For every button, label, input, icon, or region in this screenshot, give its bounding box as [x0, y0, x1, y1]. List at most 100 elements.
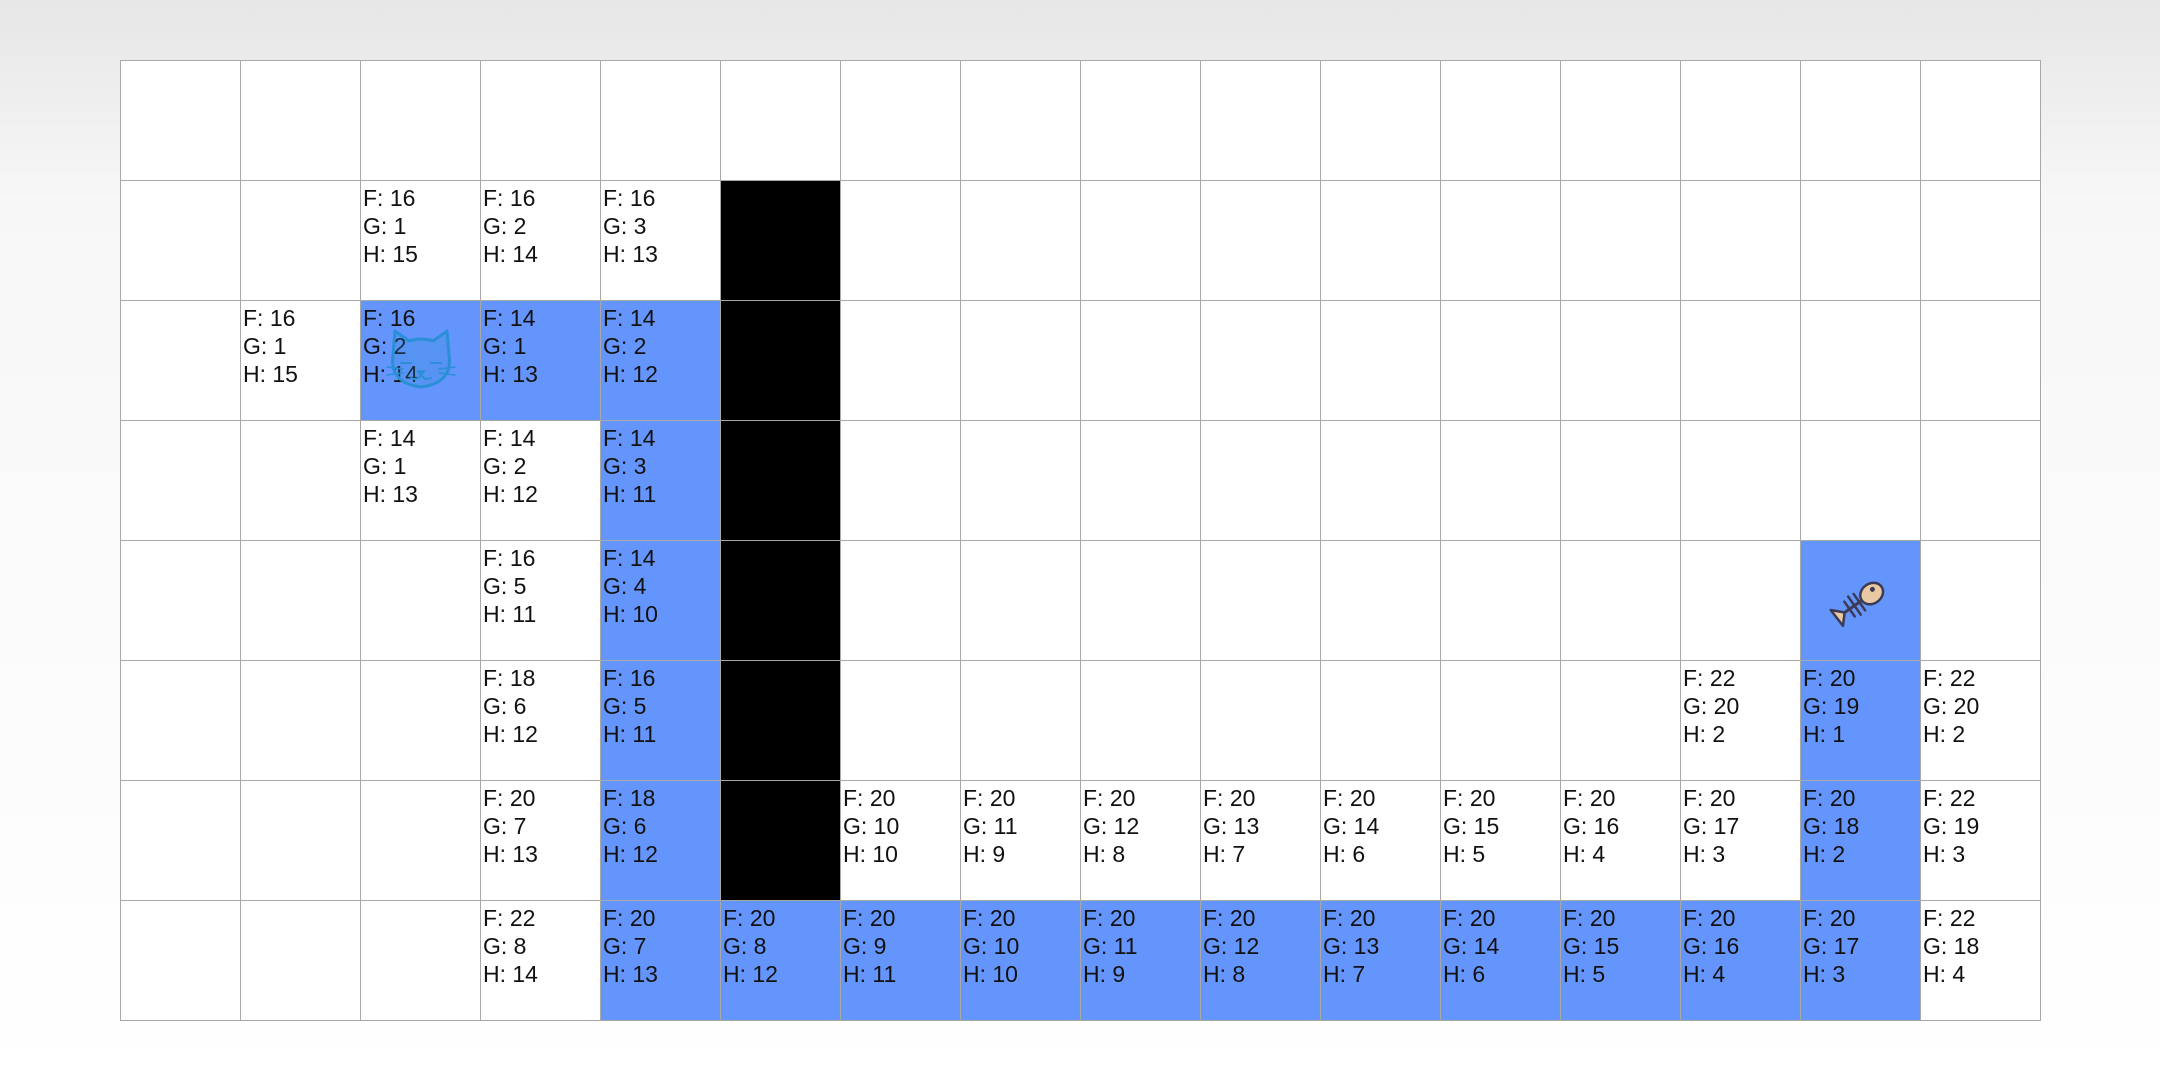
grid-cell[interactable]: [1921, 181, 2041, 301]
path-cell[interactable]: [1801, 541, 1921, 661]
grid-cell[interactable]: [1921, 421, 2041, 541]
grid-cell[interactable]: [121, 781, 241, 901]
grid-cell[interactable]: F: 16 G: 2 H: 14: [481, 181, 601, 301]
grid-cell[interactable]: [241, 781, 361, 901]
grid-cell[interactable]: [961, 541, 1081, 661]
grid-cell[interactable]: [361, 901, 481, 1021]
path-cell[interactable]: F: 14 G: 4 H: 10: [601, 541, 721, 661]
grid-cell[interactable]: F: 14 G: 2 H: 12: [481, 421, 601, 541]
grid-cell[interactable]: [961, 61, 1081, 181]
grid-cell[interactable]: [1441, 541, 1561, 661]
path-cell[interactable]: F: 16 G: 5 H: 11: [601, 661, 721, 781]
grid-cell[interactable]: [1561, 661, 1681, 781]
grid-cell[interactable]: [361, 61, 481, 181]
grid-cell[interactable]: [1321, 61, 1441, 181]
grid-cell[interactable]: F: 14 G: 1 H: 13: [361, 421, 481, 541]
wall-cell[interactable]: [721, 181, 841, 301]
grid-cell[interactable]: F: 20 G: 17 H: 3: [1681, 781, 1801, 901]
grid-cell[interactable]: [361, 661, 481, 781]
grid-cell[interactable]: [1441, 301, 1561, 421]
path-cell[interactable]: F: 20 G: 17 H: 3: [1801, 901, 1921, 1021]
grid-cell[interactable]: F: 16 G: 5 H: 11: [481, 541, 601, 661]
grid-cell[interactable]: [241, 61, 361, 181]
grid-cell[interactable]: [121, 901, 241, 1021]
grid-cell[interactable]: [121, 421, 241, 541]
path-cell[interactable]: F: 14 G: 2 H: 12: [601, 301, 721, 421]
grid-cell[interactable]: [1201, 421, 1321, 541]
path-cell[interactable]: F: 20 G: 12 H: 8: [1201, 901, 1321, 1021]
grid-cell[interactable]: [1201, 541, 1321, 661]
grid-cell[interactable]: [841, 301, 961, 421]
grid-cell[interactable]: [1921, 541, 2041, 661]
grid-cell[interactable]: [241, 661, 361, 781]
grid-cell[interactable]: [481, 61, 601, 181]
grid-cell[interactable]: [961, 421, 1081, 541]
path-cell[interactable]: F: 20 G: 7 H: 13: [601, 901, 721, 1021]
path-cell[interactable]: F: 18 G: 6 H: 12: [601, 781, 721, 901]
path-cell[interactable]: F: 20 G: 8 H: 12: [721, 901, 841, 1021]
grid-cell[interactable]: [1441, 661, 1561, 781]
grid-cell[interactable]: [1801, 421, 1921, 541]
grid-cell[interactable]: F: 16 G: 1 H: 15: [241, 301, 361, 421]
grid-cell[interactable]: F: 22 G: 18 H: 4: [1921, 901, 2041, 1021]
grid-cell[interactable]: F: 18 G: 6 H: 12: [481, 661, 601, 781]
path-cell[interactable]: F: 20 G: 15 H: 5: [1561, 901, 1681, 1021]
grid-cell[interactable]: [601, 61, 721, 181]
grid-cell[interactable]: [1681, 421, 1801, 541]
grid-cell[interactable]: [121, 301, 241, 421]
grid-cell[interactable]: [1561, 421, 1681, 541]
path-cell[interactable]: F: 14 G: 1 H: 13: [481, 301, 601, 421]
wall-cell[interactable]: [721, 661, 841, 781]
grid-cell[interactable]: [841, 541, 961, 661]
path-cell[interactable]: F: 20 G: 16 H: 4: [1681, 901, 1801, 1021]
path-cell[interactable]: F: 20 G: 19 H: 1: [1801, 661, 1921, 781]
grid-cell[interactable]: [1801, 181, 1921, 301]
grid-cell[interactable]: [1081, 541, 1201, 661]
path-cell[interactable]: F: 14 G: 3 H: 11: [601, 421, 721, 541]
grid-cell[interactable]: [1081, 61, 1201, 181]
grid-cell[interactable]: F: 20 G: 13 H: 7: [1201, 781, 1321, 901]
grid-cell[interactable]: [121, 541, 241, 661]
grid-cell[interactable]: [241, 421, 361, 541]
grid-cell[interactable]: F: 22 G: 19 H: 3: [1921, 781, 2041, 901]
grid-cell[interactable]: F: 16 G: 1 H: 15: [361, 181, 481, 301]
grid-cell[interactable]: [1081, 661, 1201, 781]
grid-cell[interactable]: [1321, 301, 1441, 421]
grid-cell[interactable]: [961, 301, 1081, 421]
grid-cell[interactable]: [1321, 421, 1441, 541]
grid-cell[interactable]: [1561, 541, 1681, 661]
grid-cell[interactable]: F: 20 G: 14 H: 6: [1321, 781, 1441, 901]
grid-cell[interactable]: [241, 901, 361, 1021]
grid-cell[interactable]: F: 22 G: 8 H: 14: [481, 901, 601, 1021]
grid-cell[interactable]: [841, 421, 961, 541]
grid-cell[interactable]: [961, 181, 1081, 301]
grid-cell[interactable]: [1681, 541, 1801, 661]
grid-cell[interactable]: [1081, 301, 1201, 421]
grid-cell[interactable]: [1321, 661, 1441, 781]
grid-cell[interactable]: [1201, 661, 1321, 781]
grid-cell[interactable]: [241, 181, 361, 301]
grid-cell[interactable]: [1201, 301, 1321, 421]
wall-cell[interactable]: [721, 301, 841, 421]
grid-cell[interactable]: [1921, 301, 2041, 421]
grid-cell[interactable]: F: 20 G: 11 H: 9: [961, 781, 1081, 901]
path-cell[interactable]: F: 20 G: 11 H: 9: [1081, 901, 1201, 1021]
wall-cell[interactable]: [721, 541, 841, 661]
grid-cell[interactable]: [961, 661, 1081, 781]
grid-cell[interactable]: [361, 541, 481, 661]
grid-cell[interactable]: [1441, 181, 1561, 301]
grid-cell[interactable]: [121, 181, 241, 301]
grid-cell[interactable]: F: 20 G: 12 H: 8: [1081, 781, 1201, 901]
grid-cell[interactable]: [1321, 541, 1441, 661]
grid-cell[interactable]: [1801, 61, 1921, 181]
grid-cell[interactable]: F: 20 G: 7 H: 13: [481, 781, 601, 901]
grid-cell[interactable]: [1681, 301, 1801, 421]
path-cell[interactable]: F: 20 G: 9 H: 11: [841, 901, 961, 1021]
grid-cell[interactable]: [1561, 181, 1681, 301]
grid-cell[interactable]: [241, 541, 361, 661]
grid-cell[interactable]: [1681, 181, 1801, 301]
grid-cell[interactable]: [1561, 301, 1681, 421]
path-cell[interactable]: F: 20 G: 18 H: 2: [1801, 781, 1921, 901]
grid-cell[interactable]: [1201, 61, 1321, 181]
grid-cell[interactable]: F: 22 G: 20 H: 2: [1921, 661, 2041, 781]
